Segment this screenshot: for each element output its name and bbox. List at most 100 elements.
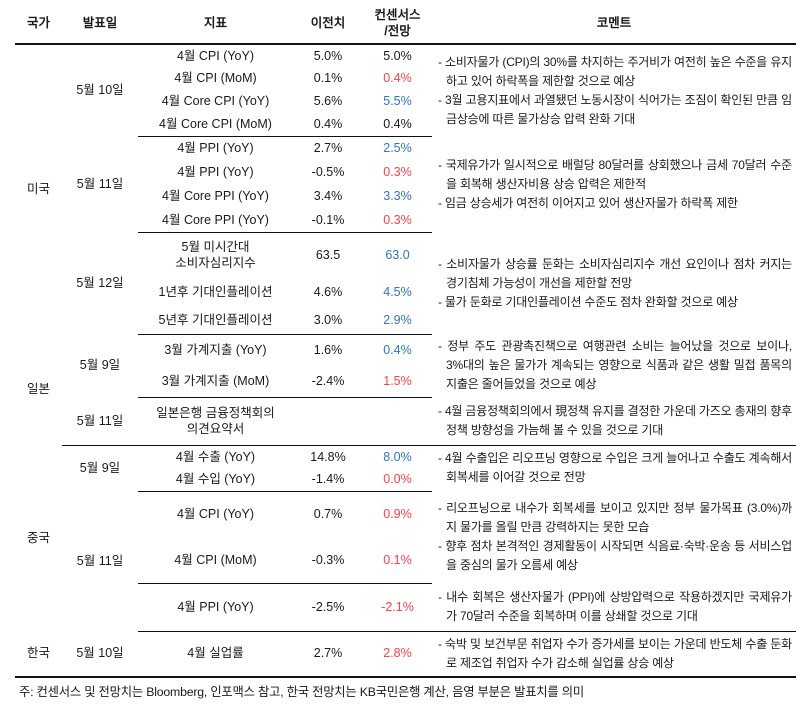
consensus-cell: 0.1% — [363, 537, 432, 584]
header-row: 국가 발표일 지표 이전치 컨센서스 /전망 코멘트 — [15, 4, 796, 45]
comment-cell: - 소비자물가 (CPI)의 30%를 차지하는 주거비가 여전히 높은 수준을… — [432, 44, 796, 136]
indicator-cell: 4월 CPI (YoY) — [176, 507, 255, 522]
comment-bullet: - 숙박 및 보건부문 취업자 수가 증가세를 보이는 가운데 반도체 수출 둔… — [438, 636, 792, 670]
indicator-cell: 4월 수출 (YoY) — [175, 449, 256, 464]
comment-bullet: - 내수 회복은 생산자물가 (PPI)에 상방압력으로 작용하겠지만 국제유가… — [438, 589, 792, 623]
previous-cell: -0.3% — [293, 537, 363, 584]
table-row: 5년후 기대인플레이션 3.0% 2.9% — [15, 306, 796, 335]
comment-bullet: - 4월 수출입은 리오프닝 영향으로 수입은 크게 늘어나고 수출도 계속해서… — [438, 451, 792, 485]
consensus-cell: 2.5% — [383, 141, 412, 156]
comment-cell: - 국제유가가 일시적으로 배럴당 80달러를 상회했으나 금세 70달러 수준… — [432, 136, 796, 232]
table-row: 4월 Core CPI (MoM) 0.4% 0.4% — [15, 113, 796, 137]
table-row: 한국 5월 10일 4월 실업률 2.7% 2.8% - 숙박 및 보건부문 취… — [15, 631, 796, 678]
indicator-cell: 4월 PPI (YoY) — [177, 141, 254, 156]
date-cell: 5월 11일 — [62, 397, 138, 446]
indicator-cell: 일본은행 금융정책회의 의견요약서 — [138, 397, 293, 446]
table-row: 4월 Core PPI (YoY) -0.1% 0.3% — [15, 208, 796, 233]
table-row: 5월 11일 4월 CPI (YoY) 0.7% 0.9% - 리오프닝으로 내… — [15, 491, 796, 572]
comment-cell: - 4월 수출입은 리오프닝 영향으로 수입은 크게 늘어나고 수출도 계속해서… — [432, 445, 796, 491]
indicator-cell: 4월 Core CPI (MoM) — [138, 113, 293, 137]
table-row: 4월 CPI (MoM) -0.3% 0.1% — [15, 537, 796, 584]
previous-cell: 5.0% — [313, 48, 343, 63]
consensus-cell: 0.4% — [383, 71, 412, 86]
consensus-cell: 5.0% — [383, 48, 412, 63]
previous-cell: 0.4% — [293, 113, 363, 137]
table-row: 5월 11일 4월 PPI (YoY) 2.7% 2.5% - 국제유가가 일시… — [15, 136, 796, 209]
previous-cell: 1.6% — [313, 342, 343, 357]
comment-bullet: - 리오프닝으로 내수가 회복세를 보이고 있지만 정부 물가목표 (3.0%)… — [438, 501, 792, 534]
table-row: 5월 12일 5월 미시간대 소비자심리지수 63.5 63.0 - 소비자물가… — [15, 232, 796, 309]
comment-cell: - 4월 금융정책회의에서 現정책 유지를 결정한 가운데 가즈오 총재의 향후… — [432, 397, 796, 446]
date-cell: 5월 10일 — [76, 83, 124, 98]
header-comment: 코멘트 — [432, 4, 796, 45]
date-cell: 5월 11일 — [76, 176, 124, 191]
indicator-cell: 4월 수입 (YoY) — [138, 468, 293, 492]
table-row: 중국 5월 9일 4월 수출 (YoY) 14.8% 8.0% - 4월 수출입… — [15, 445, 796, 545]
consensus-cell — [363, 397, 432, 446]
previous-cell: 0.1% — [313, 71, 343, 86]
country-cell-us: 미국 — [26, 182, 50, 197]
consensus-cell: 2.8% — [363, 631, 432, 678]
table-row: 4월 Core CPI (YoY) 5.6% 5.5% — [15, 90, 796, 113]
date-cell: 5월 12일 — [76, 275, 124, 290]
consensus-cell: 3.3% — [383, 188, 412, 203]
previous-cell: 63.5 — [315, 248, 341, 263]
country-cell-japan: 일본 — [26, 382, 50, 397]
table-row: 4월 PPI (YoY) -0.5% 0.3% — [15, 160, 796, 184]
economic-calendar-table: 국가 발표일 지표 이전치 컨센서스 /전망 코멘트 미국 5월 10일 4월 … — [15, 4, 796, 678]
consensus-cell: 4.5% — [383, 284, 412, 299]
country-cell-korea: 한국 — [15, 631, 62, 678]
indicator-cell: 3월 가계지출 (YoY) — [164, 342, 267, 357]
previous-cell: 3.4% — [313, 188, 343, 203]
comment-cell: - 내수 회복은 생산자물가 (PPI)에 상방압력으로 작용하겠지만 국제유가… — [432, 583, 796, 632]
previous-cell: 14.8% — [310, 449, 346, 464]
consensus-cell: -2.1% — [363, 583, 432, 632]
previous-cell: -2.4% — [293, 365, 363, 398]
consensus-cell: 0.3% — [363, 208, 432, 233]
consensus-cell: 0.3% — [383, 164, 412, 179]
indicator-cell: 4월 실업률 — [138, 631, 293, 678]
consensus-cell: 0.9% — [383, 507, 412, 522]
country-cell-china: 중국 — [26, 530, 50, 545]
previous-cell: 4.6% — [313, 284, 343, 299]
date-cell: 5월 11일 — [76, 553, 124, 568]
footnote: 주: 컨센서스 및 전망치는 Bloomberg, 인포맥스 참고, 한국 전망… — [19, 684, 584, 699]
comment-cell: - 리오프닝으로 내수가 회복세를 보이고 있지만 정부 물가목표 (3.0%)… — [432, 491, 796, 583]
previous-cell: 5.6% — [313, 94, 343, 109]
indicator-cell: 4월 CPI (YoY) — [176, 48, 255, 63]
comment-bullet: - 임금 상승세가 여전히 이어지고 있어 생산자물가 하락폭 제한 — [438, 195, 738, 210]
consensus-cell: 0.4% — [363, 113, 432, 137]
table-row: 4월 수입 (YoY) -1.4% 0.0% — [15, 468, 796, 492]
comment-cell: - 소비자물가 상승률 둔화는 소비자심리지수 개선 요인이나 점차 커지는 경… — [432, 232, 796, 334]
consensus-cell: 0.0% — [363, 468, 432, 492]
consensus-cell: 1.5% — [363, 365, 432, 398]
table-row: 미국 5월 10일 4월 CPI (YoY) 5.0% 5.0% - 소비자물가… — [15, 44, 796, 197]
previous-cell: -0.1% — [293, 208, 363, 233]
consensus-cell: 8.0% — [383, 449, 412, 464]
indicator-cell: 4월 CPI (MoM) — [138, 537, 293, 584]
indicator-cell: 1년후 기대인플레이션 — [158, 284, 273, 299]
consensus-cell: 0.4% — [383, 342, 412, 357]
table-row: 5월 11일 일본은행 금융정책회의 의견요약서 - 4월 금융정책회의에서 現… — [15, 397, 796, 446]
comment-bullet: - 3월 고용지표에서 과열됐던 노동시장이 식어가는 조짐이 확인된 만큼 임… — [438, 92, 792, 126]
table-row: 1년후 기대인플레이션 4.6% 4.5% — [15, 278, 796, 306]
comment-bullet: - 소비자물가 (CPI)의 30%를 차지하는 주거비가 여전히 높은 수준을… — [438, 54, 792, 88]
comment-cell: - 숙박 및 보건부문 취업자 수가 증가세를 보이는 가운데 반도체 수출 둔… — [432, 631, 796, 678]
indicator-cell: 5월 미시간대 소비자심리지수 — [175, 240, 256, 271]
header-consensus: 컨센서스 /전망 — [363, 4, 432, 45]
comment-cell: - 정부 주도 관광촉진책으로 여행관련 소비는 늘어났을 것으로 보이나, 3… — [432, 334, 796, 397]
consensus-cell: 5.5% — [383, 94, 412, 109]
indicator-cell: 5년후 기대인플레이션 — [138, 306, 293, 335]
indicator-cell: 4월 PPI (YoY) — [138, 583, 293, 632]
table-row: 4월 PPI (YoY) -2.5% -2.1% - 내수 회복은 생산자물가 … — [15, 583, 796, 632]
previous-cell: 2.7% — [313, 141, 343, 156]
table-row: 4월 CPI (MoM) 0.1% 0.4% — [15, 67, 796, 90]
table-row: 4월 Core PPI (YoY) 3.4% 3.3% — [15, 184, 796, 208]
previous-cell: -2.5% — [293, 583, 363, 632]
date-cell: 5월 9일 — [79, 358, 121, 373]
previous-cell: 0.7% — [313, 507, 343, 522]
header-indicator: 지표 — [138, 4, 293, 45]
header-previous: 이전치 — [293, 4, 363, 45]
comment-bullet: - 정부 주도 관광촉진책으로 여행관련 소비는 늘어났을 것으로 보이나, 3… — [438, 339, 792, 391]
